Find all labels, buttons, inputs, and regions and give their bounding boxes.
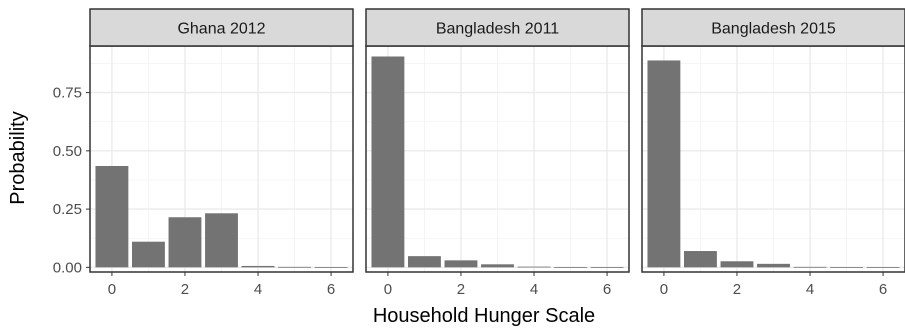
x-tick-label: 2 [181, 281, 189, 298]
facet-title: Bangladesh 2015 [711, 21, 836, 38]
bar [757, 263, 790, 268]
x-tick-label: 4 [806, 281, 814, 298]
y-tick-label: 0.50 [53, 143, 82, 160]
bar [241, 265, 275, 268]
bar [684, 251, 717, 268]
x-tick-label: 0 [384, 281, 392, 298]
facet-strip [89, 8, 354, 47]
bar [95, 165, 129, 268]
bar [720, 261, 754, 268]
x-tick-label: 4 [254, 281, 262, 298]
x-tick-label: 0 [660, 281, 668, 298]
facet-title: Bangladesh 2011 [436, 21, 559, 38]
facet-panel: Bangladesh 2011 0 2 4 6 [365, 8, 630, 298]
y-axis: 0.00 0.25 0.50 0.75 [53, 85, 90, 276]
bar [481, 264, 514, 268]
x-tick-label: 2 [457, 281, 465, 298]
bar [314, 267, 348, 268]
bar [590, 267, 624, 268]
bar [793, 266, 827, 268]
x-tick-label: 6 [603, 281, 611, 298]
bar [168, 217, 202, 268]
bar [830, 267, 863, 268]
bar [278, 266, 311, 268]
x-tick-label: 0 [108, 281, 116, 298]
bar [554, 267, 587, 268]
y-tick-label: 0.00 [53, 259, 82, 276]
y-tick-label: 0.75 [53, 85, 82, 102]
y-axis-title: Probability [7, 111, 29, 204]
x-axis-title: Household Hunger Scale [373, 305, 595, 327]
x-tick-label: 6 [879, 281, 887, 298]
facet-strip [641, 8, 905, 47]
bar [408, 256, 441, 268]
bar [444, 260, 478, 268]
x-tick-label: 6 [327, 281, 335, 298]
bar [371, 56, 405, 268]
x-tick-label: 2 [733, 281, 741, 298]
facet-panel: Bangladesh 2015 0 2 4 6 [641, 8, 905, 298]
bar [647, 60, 681, 268]
x-tick-label: 4 [530, 281, 538, 298]
bar [866, 267, 900, 268]
y-tick-label: 0.25 [53, 201, 82, 218]
facet-strip [365, 8, 630, 47]
facet-title: Ghana 2012 [177, 21, 265, 38]
facet-panel: Ghana 2012 0 2 4 6 [89, 8, 354, 298]
bar [132, 241, 165, 268]
bar [205, 213, 238, 268]
bar [517, 266, 551, 268]
